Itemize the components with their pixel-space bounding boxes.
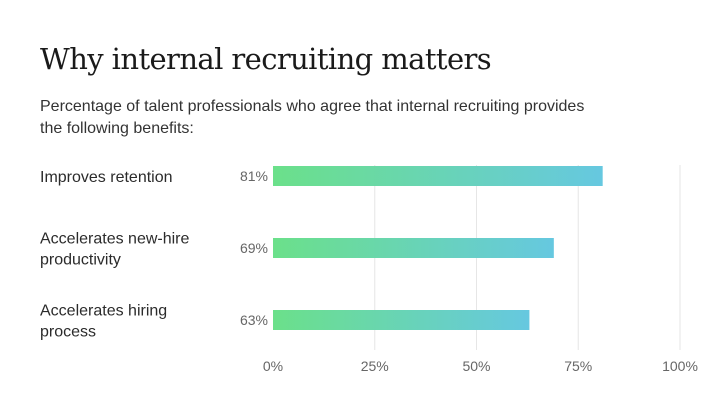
x-tick-label: 75% <box>564 358 592 374</box>
category-label: Accelerates hiring process <box>40 303 167 341</box>
category-label: Accelerates new-hire productivity <box>40 231 190 269</box>
category-label-line: process <box>40 324 96 341</box>
x-tick-label: 25% <box>361 358 389 374</box>
x-tick-label: 0% <box>263 358 283 374</box>
bar-value-label: 63% <box>240 312 268 328</box>
category-label: Improves retention <box>40 169 173 186</box>
chart-subtitle: Percentage of talent professionals who a… <box>40 98 585 137</box>
bar-value-label: 81% <box>240 168 268 184</box>
x-tick-label: 100% <box>662 358 698 374</box>
category-label-line: Improves retention <box>40 169 173 186</box>
category-label-line: Accelerates new-hire <box>40 231 190 248</box>
x-axis-ticks: 0% 25% 50% 75% 100% <box>263 358 698 374</box>
chart-title: Why internal recruiting matters <box>40 42 492 76</box>
bar <box>273 310 530 330</box>
bar <box>273 166 603 186</box>
category-label-line: Accelerates hiring <box>40 303 167 320</box>
category-label-line: productivity <box>40 252 121 269</box>
bar <box>273 238 554 258</box>
x-tick-label: 50% <box>462 358 490 374</box>
label-layer: 81% Improves retention 69% Accelerates new-… <box>40 168 268 341</box>
bar-layer <box>273 166 603 330</box>
bar-value-label: 69% <box>240 240 268 256</box>
